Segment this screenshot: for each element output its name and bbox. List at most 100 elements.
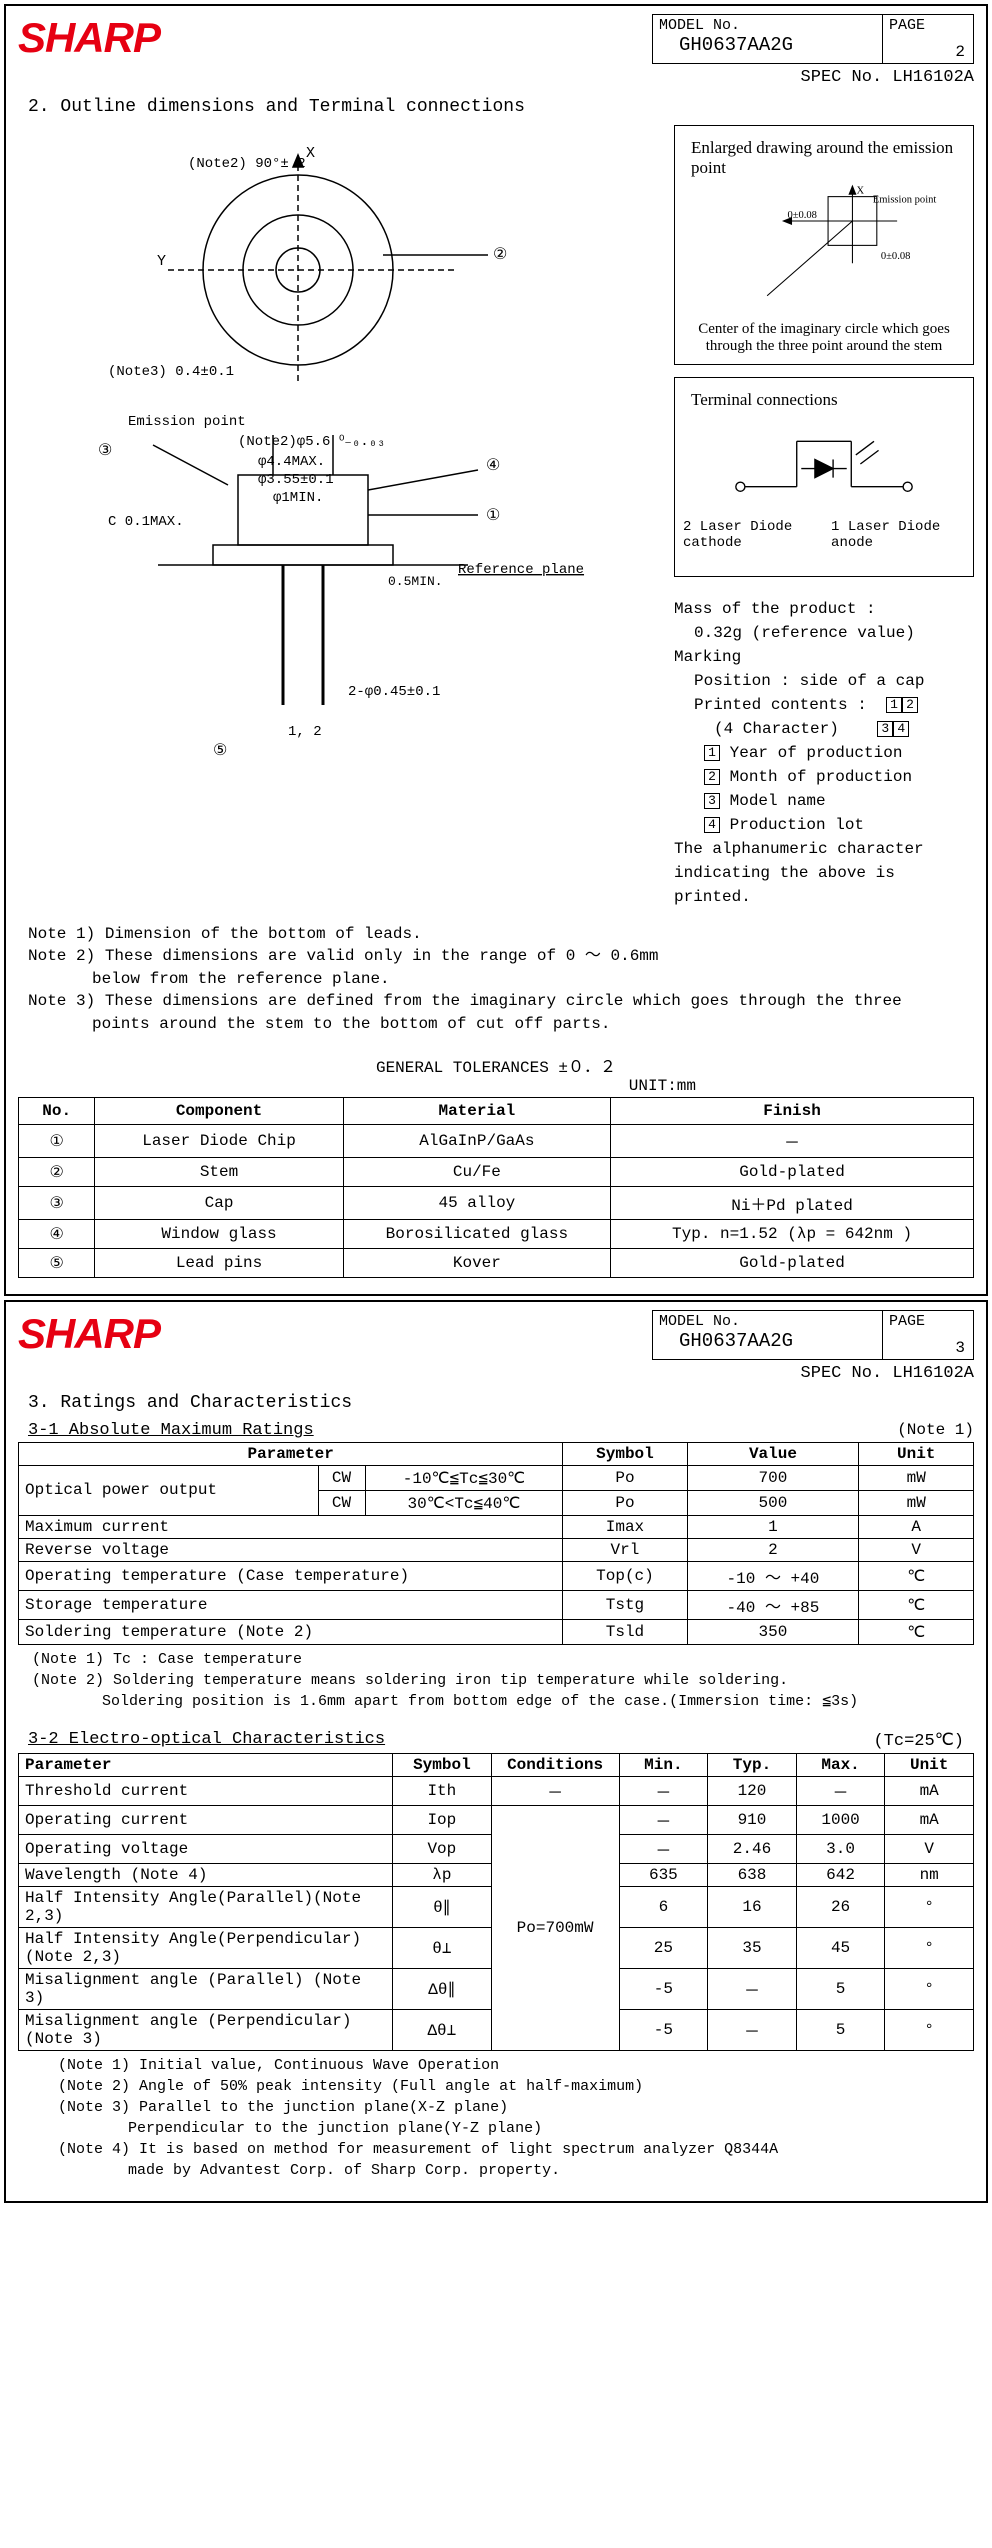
n31-2a: (Note 2) Soldering temperature means sol… — [32, 1670, 974, 1691]
page2-header: SHARP MODEL No. GH0637AA2G PAGE 2 — [18, 14, 974, 64]
mass1: Mass of the product : — [674, 597, 974, 621]
rat-cell: 1 — [687, 1515, 859, 1538]
comp-row: ①Laser Diode ChipAlGaInP/GaAs－ — [19, 1124, 974, 1157]
tol-text: GENERAL TOLERANCES ±０．２ — [376, 1059, 616, 1077]
spec-value: LH16102A — [892, 68, 974, 87]
comp-row: ②StemCu/FeGold-plated — [19, 1157, 974, 1186]
terminal-svg — [683, 414, 965, 514]
lbl-x: X — [306, 145, 315, 162]
box-4: 4 — [893, 721, 909, 737]
n32-3a: (Note 3) Parallel to the junction plane(… — [58, 2097, 974, 2118]
lbl-phi1: φ1MIN. — [273, 490, 323, 506]
eo-cell: Operating voltage — [19, 1834, 393, 1863]
eo-cell: － — [619, 1834, 708, 1863]
eo-cell: 6 — [619, 1886, 708, 1927]
rat-cell: V — [859, 1538, 974, 1561]
page3-header: SHARP MODEL No. GH0637AA2G PAGE 3 — [18, 1310, 974, 1360]
eh2: Conditions — [491, 1753, 619, 1776]
page-label: PAGE — [889, 17, 967, 34]
em-x: X — [857, 185, 865, 196]
spec-label-3: SPEC No. — [801, 1364, 883, 1383]
eo-cell: Operating current — [19, 1805, 393, 1834]
eh6: Unit — [885, 1753, 974, 1776]
page-3: SHARP MODEL No. GH0637AA2G PAGE 3 SPEC N… — [4, 1300, 988, 2203]
char4: (4 Character) — [714, 720, 839, 738]
eo-cell: λp — [393, 1863, 491, 1886]
eo-row: Threshold currentIth－－120－mA — [19, 1776, 974, 1805]
rat-row: Reverse voltageVrl2V — [19, 1538, 974, 1561]
rh4: Value — [687, 1442, 859, 1465]
eo-cell: Half Intensity Angle(Parallel)(Note 2,3) — [19, 1886, 393, 1927]
rat-cell: CW — [318, 1465, 365, 1490]
eo-cell: Po=700mW — [491, 1805, 619, 2050]
note3b: points around the stem to the bottom of … — [28, 1013, 974, 1035]
rat-row: Maximum currentImax1A — [19, 1515, 974, 1538]
comp-cell: ④ — [19, 1219, 95, 1248]
printed: Printed contents : — [694, 696, 867, 714]
section3-title: 3. Ratings and Characteristics — [28, 1393, 974, 1413]
rat-cell: 2 — [687, 1538, 859, 1561]
rh3: Symbol — [563, 1442, 687, 1465]
note2a: Note 2) These dimensions are valid only … — [28, 945, 974, 967]
box-3: 3 — [877, 721, 893, 737]
lbl-refplane: Reference plane — [458, 562, 584, 578]
comp-row: ③Cap45 alloyNi＋Pd plated — [19, 1186, 974, 1219]
rat-cell: Operating temperature (Case temperature) — [19, 1561, 563, 1590]
eo-cell: mA — [885, 1805, 974, 1834]
comp-cell: Laser Diode Chip — [95, 1124, 343, 1157]
ch0: No. — [19, 1097, 95, 1124]
eo-cell: ° — [885, 1927, 974, 1968]
em-ep: Emission point — [873, 194, 937, 205]
page2-body: X Y (Note2) 90°± 2 ② (Note3) 0.4±0.1 — [18, 125, 974, 909]
eo-head: Parameter Symbol Conditions Min. Typ. Ma… — [19, 1753, 974, 1776]
eo-cell: θ∥ — [393, 1886, 491, 1927]
rat-cell: 700 — [687, 1465, 859, 1490]
marking: Marking — [674, 645, 974, 669]
sub31-text: 3-1 Absolute Maximum Ratings — [28, 1421, 314, 1440]
eo-cell: － — [619, 1776, 708, 1805]
spec-no: SPEC No. LH16102A — [18, 68, 974, 87]
comp-row: ⑤Lead pinsKoverGold-plated — [19, 1248, 974, 1277]
rat-row: Optical power outputCW-10℃≦Tc≦30℃Po700mW — [19, 1465, 974, 1490]
eo-cell: Ith — [393, 1776, 491, 1805]
rat-cell: CW — [318, 1490, 365, 1515]
eo-cell: Misalignment angle (Parallel) (Note 3) — [19, 1968, 393, 2009]
rat-row: Storage temperatureTstg-40 ～ +85℃ — [19, 1590, 974, 1619]
rat-cell: -10 ～ +40 — [687, 1561, 859, 1590]
eo-cell: 45 — [796, 1927, 885, 1968]
eo-cell: 26 — [796, 1886, 885, 1927]
rh0: Parameter — [19, 1442, 563, 1465]
lbl-c4: ④ — [486, 457, 500, 475]
comp-cell: Cap — [95, 1186, 343, 1219]
n31-2b: Soldering position is 1.6mm apart from b… — [32, 1691, 974, 1712]
comp-cell: ③ — [19, 1186, 95, 1219]
comp-row: ④Window glassBorosilicated glassTyp. n=1… — [19, 1219, 974, 1248]
tc25: (Tc=25℃) — [873, 1730, 964, 1751]
emission-caption: Center of the imaginary circle which goe… — [683, 317, 965, 359]
model-cell: MODEL No. GH0637AA2G — [653, 15, 883, 63]
comp-cell: 45 alloy — [343, 1186, 610, 1219]
eo-cell: 5 — [796, 1968, 885, 2009]
eo-cell: 120 — [708, 1776, 797, 1805]
eo-cell: ° — [885, 1968, 974, 2009]
page-cell: PAGE 2 — [883, 15, 973, 63]
comp-cell: Gold-plated — [611, 1157, 974, 1186]
eo-cell: 3.0 — [796, 1834, 885, 1863]
term-pin1: 1 Laser Diode anode — [831, 519, 965, 551]
position: Position : side of a cap — [674, 669, 974, 693]
rat-cell: ℃ — [859, 1619, 974, 1644]
eo-cell: ° — [885, 2009, 974, 2050]
alpha1: The alphanumeric character — [674, 837, 974, 861]
eo-cell: 642 — [796, 1863, 885, 1886]
comp-cell: AlGaInP/GaAs — [343, 1124, 610, 1157]
eo-cell: Vop — [393, 1834, 491, 1863]
eo-cell: Iop — [393, 1805, 491, 1834]
k3-row: 3 Model name — [674, 789, 974, 813]
rat-cell: Vrl — [563, 1538, 687, 1561]
comp-cell: Cu/Fe — [343, 1157, 610, 1186]
page-number: 2 — [955, 43, 965, 61]
emission-svg: X Emission point 0±0.08 0±0.08 — [683, 182, 965, 312]
model-label: MODEL No. — [659, 17, 876, 34]
lbl-c5: ⑤ — [213, 742, 227, 760]
k2-row: 2 Month of production — [674, 765, 974, 789]
